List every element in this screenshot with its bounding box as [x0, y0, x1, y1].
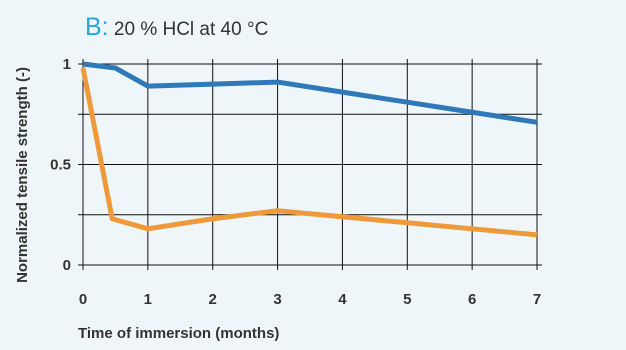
x-tick-label-0: 0 [79, 291, 87, 308]
series-layer [80, 61, 538, 238]
grid-layer [78, 59, 542, 270]
x-tick-label-2: 2 [209, 291, 217, 308]
series-line-2 [80, 67, 538, 238]
series-line-1 [82, 61, 538, 125]
x-tick-label-4: 4 [338, 291, 347, 308]
x-tick-label-7: 7 [533, 291, 541, 308]
x-axis-label: Time of immersion (months) [78, 325, 279, 342]
tick-label-layer: 0 1 2 3 4 5 6 7 0 0.5 1 [50, 56, 541, 308]
y-tick-label-0: 0 [63, 257, 71, 274]
x-tick-label-1: 1 [144, 291, 152, 308]
x-tick-label-6: 6 [468, 291, 476, 308]
chart-title-prefix: B: [85, 13, 109, 41]
x-tick-label-3: 3 [273, 291, 281, 308]
y-tick-label-1: 1 [63, 56, 71, 73]
chart-title-text: 20 % HCl at 40 °C [113, 19, 269, 40]
x-tick-label-5: 5 [403, 291, 411, 308]
y-tick-label-0.5: 0.5 [50, 157, 71, 174]
axis-label-layer: Time of immersion (months) Normalized ten… [14, 67, 279, 342]
y-axis-label: Normalized tensile strength (-) [14, 67, 31, 283]
chart-title: B: 20 % HCl at 40 °C [85, 13, 268, 42]
